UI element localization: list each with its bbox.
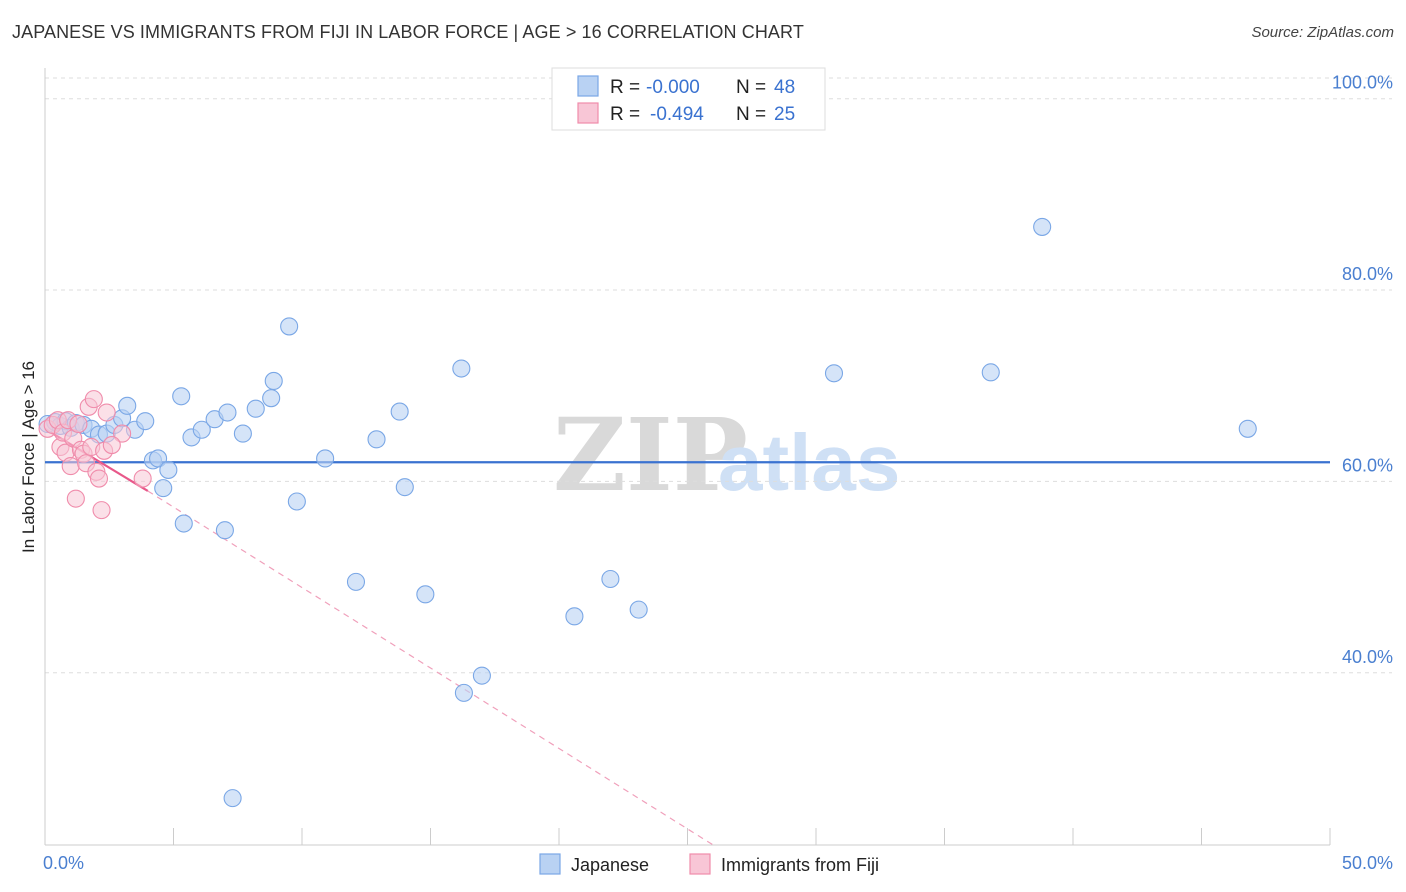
point-fiji <box>69 414 88 434</box>
y-axis-label: In Labor Force | Age > 16 <box>19 361 38 553</box>
point-japanese <box>629 600 648 619</box>
legend-n-label-2: N = <box>736 104 766 125</box>
legend-r-label-2: R = <box>610 104 640 125</box>
x-tick-labels: 0.0% 50.0% <box>43 853 1393 873</box>
point-japanese <box>223 789 242 808</box>
point-japanese <box>824 364 844 383</box>
point-japanese <box>565 607 584 626</box>
chart-title: JAPANESE VS IMMIGRANTS FROM FIJI IN LABO… <box>12 22 804 42</box>
point-japanese <box>981 363 1000 382</box>
point-japanese <box>1238 419 1257 438</box>
source-label: Source: ZipAtlas.com <box>1251 24 1394 41</box>
data-points <box>38 217 1257 808</box>
point-japanese <box>454 683 473 702</box>
stats-legend-swatch-japanese <box>577 75 599 97</box>
point-japanese <box>246 399 265 418</box>
point-japanese <box>174 514 193 533</box>
y-tick-label: 100.0% <box>1332 73 1393 93</box>
point-japanese <box>1033 217 1052 236</box>
point-fiji <box>102 436 121 455</box>
bottom-legend-label-fiji: Immigrants from Fiji <box>721 855 879 875</box>
point-japanese <box>264 371 283 391</box>
legend-n-value-1: 48 <box>774 77 795 98</box>
bottom-legend: Japanese Immigrants from Fiji <box>539 853 879 875</box>
point-fiji <box>92 501 111 520</box>
y-tick-label: 80.0% <box>1342 264 1393 284</box>
point-fiji <box>89 469 109 488</box>
point-japanese <box>416 585 435 604</box>
point-japanese <box>218 403 237 422</box>
trend-line-fiji-dashed <box>147 490 714 846</box>
point-japanese <box>159 460 178 479</box>
point-japanese <box>316 449 335 468</box>
y-tick-label: 40.0% <box>1342 647 1393 667</box>
stats-legend: R = -0.000 N = 48 R = -0.494 N = 25 <box>551 67 826 131</box>
point-japanese <box>280 317 299 336</box>
bottom-legend-swatch-fiji <box>689 853 711 875</box>
axes <box>44 68 1331 846</box>
point-fiji <box>113 424 132 443</box>
watermark: ZIP atlas <box>553 396 900 514</box>
x-tick-label: 0.0% <box>43 853 84 873</box>
point-japanese <box>233 424 252 443</box>
y-tick-labels: 40.0% 60.0% 80.0% 100.0% <box>1332 73 1393 667</box>
legend-n-label-1: N = <box>736 77 766 98</box>
point-japanese <box>172 387 191 406</box>
x-tick-label: 50.0% <box>1342 853 1393 873</box>
point-japanese <box>136 412 155 431</box>
point-japanese <box>346 572 366 591</box>
point-japanese <box>390 402 409 421</box>
point-japanese <box>154 479 173 498</box>
point-fiji <box>133 469 152 488</box>
point-fiji <box>66 489 85 508</box>
y-tick-label: 60.0% <box>1342 455 1393 475</box>
point-japanese <box>601 569 620 589</box>
point-fiji <box>84 390 103 409</box>
point-fiji <box>61 457 80 476</box>
legend-r-value-2: -0.494 <box>650 104 704 125</box>
grid <box>45 77 1392 674</box>
point-japanese <box>192 420 211 439</box>
point-japanese <box>262 389 281 408</box>
legend-n-value-2: 25 <box>774 104 795 125</box>
point-fiji <box>97 403 116 422</box>
point-japanese <box>287 492 306 511</box>
point-japanese <box>149 449 168 468</box>
point-japanese <box>118 396 137 415</box>
point-japanese <box>367 430 386 449</box>
bottom-legend-label-japanese: Japanese <box>571 855 649 875</box>
point-japanese <box>452 359 471 378</box>
legend-r-label-1: R = <box>610 77 640 98</box>
point-japanese <box>395 478 414 497</box>
point-japanese <box>215 521 234 540</box>
stats-legend-swatch-fiji <box>577 102 599 124</box>
bottom-legend-swatch-japanese <box>539 853 561 875</box>
legend-r-value-1: -0.000 <box>646 77 700 98</box>
point-japanese <box>472 666 491 685</box>
watermark-zip: ZIP <box>553 396 748 514</box>
